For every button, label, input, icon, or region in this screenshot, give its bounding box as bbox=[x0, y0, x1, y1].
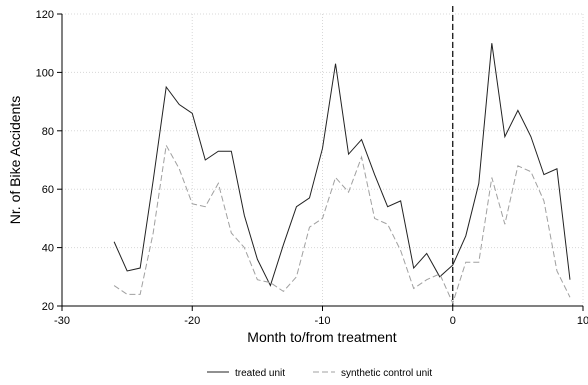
x-tick-label: -30 bbox=[54, 315, 70, 327]
axes bbox=[61, 14, 583, 307]
series-line-treated bbox=[113, 43, 571, 287]
x-tick-label: 10 bbox=[577, 315, 588, 327]
y-tick-label: 120 bbox=[36, 9, 54, 21]
series-line-synthetic bbox=[113, 143, 571, 305]
grid-lines bbox=[61, 13, 584, 307]
x-tick-label: -10 bbox=[315, 315, 331, 327]
series-lines bbox=[113, 43, 571, 305]
x-axis-label: Month to/from treatment bbox=[247, 329, 397, 345]
y-tick-label: 20 bbox=[42, 301, 54, 313]
legend-label-treated: treated unit bbox=[235, 368, 285, 379]
y-tick-label: 100 bbox=[36, 67, 54, 79]
legend-label-synthetic: synthetic control unit bbox=[341, 368, 432, 379]
axis-ticks: -30 -20 -10 0 10 20 40 60 80 100 120 bbox=[36, 9, 588, 327]
legend: treated unit synthetic control unit bbox=[207, 368, 432, 379]
x-tick-label: -20 bbox=[184, 315, 200, 327]
y-tick-label: 60 bbox=[42, 184, 54, 196]
y-tick-label: 80 bbox=[42, 126, 54, 138]
x-tick-label: 0 bbox=[450, 315, 456, 327]
y-axis-label: Nr. of Bike Accidents bbox=[7, 96, 23, 224]
y-tick-label: 40 bbox=[42, 243, 54, 255]
